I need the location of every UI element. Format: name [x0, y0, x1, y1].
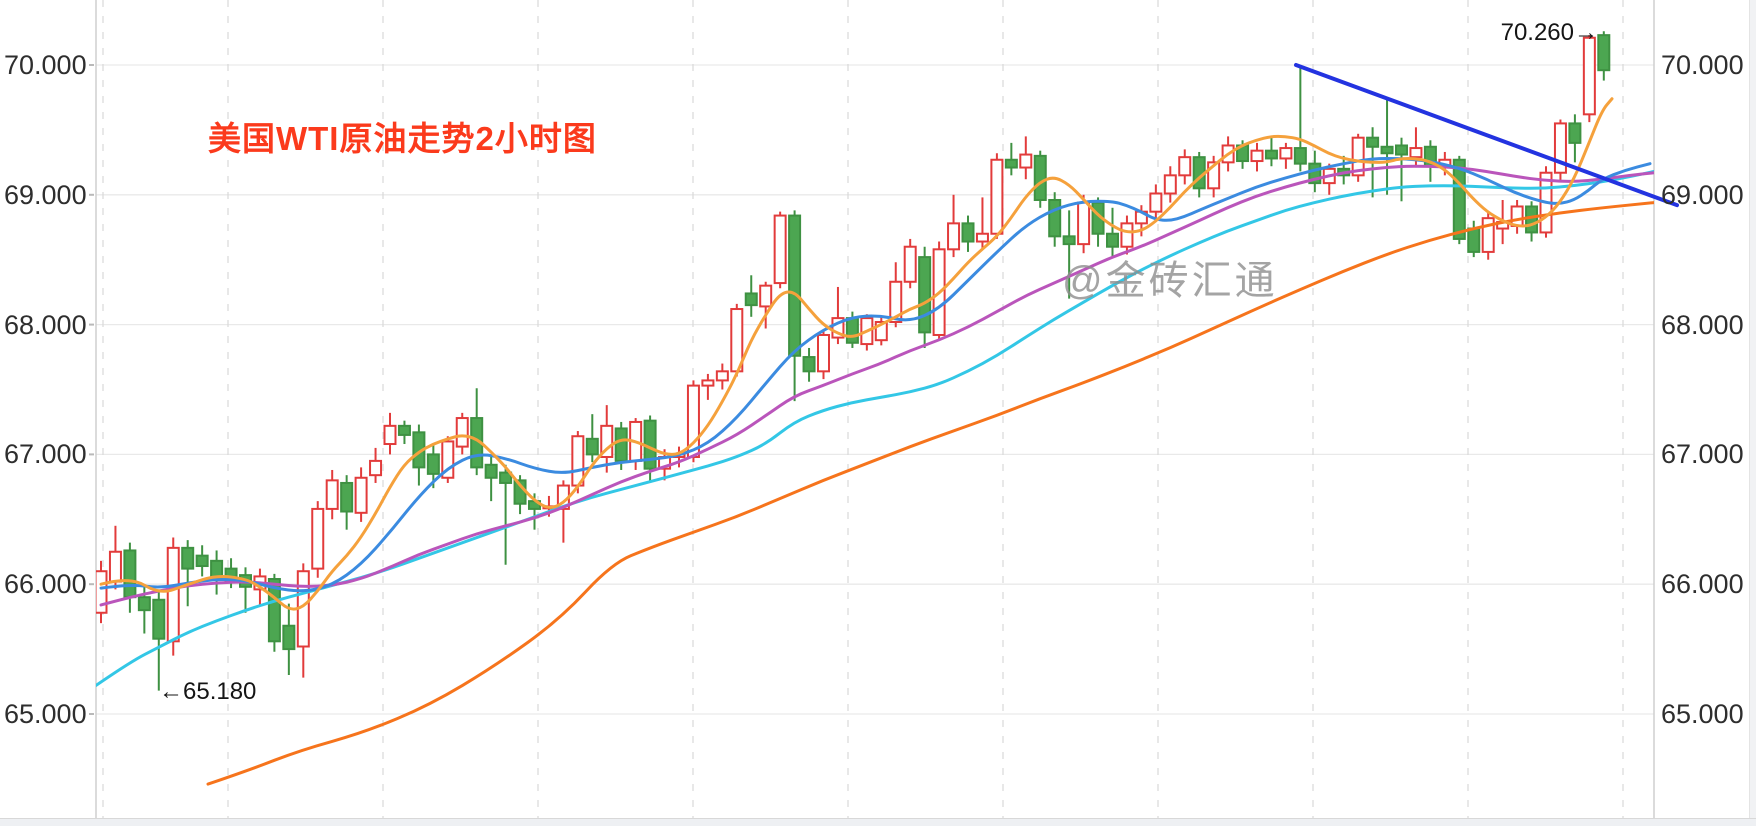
price-label-right: 67.000 [1661, 439, 1744, 470]
low-price-annotation: ←65.180 [159, 678, 257, 705]
horizontal-gridlines [89, 64, 1654, 715]
price-label-right: 65.000 [1661, 699, 1744, 729]
ma-blue-line [99, 156, 1652, 593]
watermark: @金砖汇通 [1062, 259, 1278, 303]
bottom-scrollbar[interactable] [0, 818, 1756, 826]
moving-average-layer [96, 97, 1654, 786]
chart-title: 美国WTI原油走势2小时图 [208, 120, 597, 157]
price-label-right: 66.000 [1661, 569, 1744, 600]
right-scrollbar[interactable] [1749, 0, 1756, 818]
candlestick-layer [96, 31, 1611, 691]
ma-magenta-line [99, 164, 1654, 607]
price-label-right: 68.000 [1661, 309, 1744, 340]
ma-fast-orange-line [99, 97, 1614, 611]
price-label-left: 66.000 [4, 569, 87, 600]
high-price-annotation: 70.260→ [1500, 19, 1598, 46]
price-label-right: 69.000 [1661, 179, 1744, 210]
descending-trendline [1294, 63, 1679, 208]
price-label-left: 68.000 [4, 309, 87, 340]
price-label-left: 67.000 [4, 439, 87, 470]
ma-cyan-line [96, 169, 1654, 687]
price-label-left: 69.000 [4, 179, 87, 210]
price-label-left: 70.000 [4, 50, 87, 80]
price-label-left: 65.000 [4, 699, 87, 729]
ma-slow-orange-line [206, 201, 1654, 786]
price-label-right: 70.000 [1661, 50, 1744, 80]
